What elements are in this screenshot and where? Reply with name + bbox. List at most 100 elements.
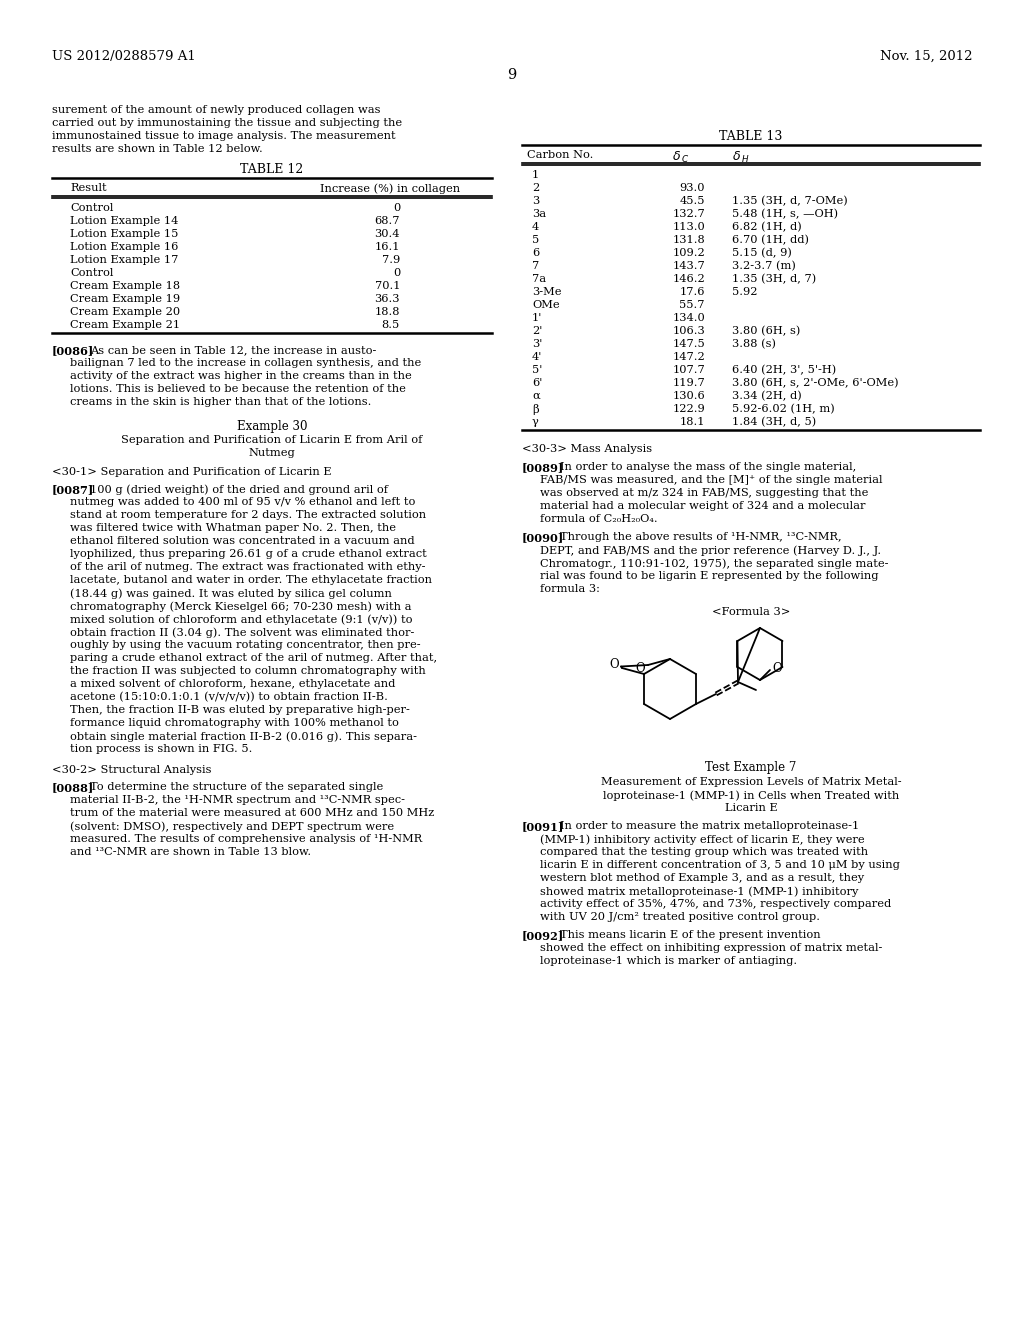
Text: 134.0: 134.0 [672,313,705,323]
Text: 18.1: 18.1 [680,417,705,426]
Text: Example 30: Example 30 [237,420,307,433]
Text: US 2012/0288579 A1: US 2012/0288579 A1 [52,50,196,63]
Text: As can be seen in Table 12, the increase in austo-: As can be seen in Table 12, the increase… [90,345,377,355]
Text: 6': 6' [532,378,543,388]
Text: measured. The results of comprehensive analysis of ¹H-NMR: measured. The results of comprehensive a… [70,834,422,843]
Text: 1': 1' [532,313,543,323]
Text: <30-1> Separation and Purification of Licarin E: <30-1> Separation and Purification of Li… [52,467,332,477]
Text: material II-B-2, the ¹H-NMR spectrum and ¹³C-NMR spec-: material II-B-2, the ¹H-NMR spectrum and… [70,795,406,805]
Text: β: β [532,404,539,414]
Text: obtain fraction II (3.04 g). The solvent was eliminated thor-: obtain fraction II (3.04 g). The solvent… [70,627,415,638]
Text: formance liquid chromatography with 100% methanol to: formance liquid chromatography with 100%… [70,718,399,729]
Text: 5.92: 5.92 [732,286,758,297]
Text: 147.5: 147.5 [672,339,705,348]
Text: (solvent: DMSO), respectively and DEPT spectrum were: (solvent: DMSO), respectively and DEPT s… [70,821,394,832]
Text: bailignan 7 led to the increase in collagen synthesis, and the: bailignan 7 led to the increase in colla… [70,358,421,368]
Text: 3.80 (6H, s): 3.80 (6H, s) [732,326,801,337]
Text: Licarin E: Licarin E [725,803,777,813]
Text: γ: γ [532,417,539,426]
Text: activity effect of 35%, 47%, and 73%, respectively compared: activity effect of 35%, 47%, and 73%, re… [540,899,891,909]
Text: 143.7: 143.7 [672,261,705,271]
Text: 3.88 (s): 3.88 (s) [732,339,776,350]
Text: 146.2: 146.2 [672,275,705,284]
Text: 5.48 (1H, s, —OH): 5.48 (1H, s, —OH) [732,209,838,219]
Text: 109.2: 109.2 [672,248,705,257]
Text: Then, the fraction II-B was eluted by preparative high-per-: Then, the fraction II-B was eluted by pr… [70,705,410,715]
Text: Cream Example 20: Cream Example 20 [70,308,180,317]
Text: rial was found to be ligarin E represented by the following: rial was found to be ligarin E represent… [540,572,879,581]
Text: stand at room temperature for 2 days. The extracted solution: stand at room temperature for 2 days. Th… [70,510,426,520]
Text: surement of the amount of newly produced collagen was: surement of the amount of newly produced… [52,106,381,115]
Text: 1.35 (3H, d, 7): 1.35 (3H, d, 7) [732,275,816,284]
Text: In order to analyse the mass of the single material,: In order to analyse the mass of the sing… [560,462,856,473]
Text: (18.44 g) was gained. It was eluted by silica gel column: (18.44 g) was gained. It was eluted by s… [70,587,392,598]
Text: results are shown in Table 12 below.: results are shown in Table 12 below. [52,144,263,154]
Text: 0: 0 [393,268,400,279]
Text: formula of C₂₀H₂₀O₄.: formula of C₂₀H₂₀O₄. [540,513,657,524]
Text: This means licarin E of the present invention: This means licarin E of the present inve… [560,931,820,940]
Text: loproteinase-1 (MMP-1) in Cells when Treated with: loproteinase-1 (MMP-1) in Cells when Tre… [603,789,899,800]
Text: [0087]: [0087] [52,484,94,495]
Text: with UV 20 J/cm² treated positive control group.: with UV 20 J/cm² treated positive contro… [540,912,820,921]
Text: compared that the testing group which was treated with: compared that the testing group which wa… [540,847,868,857]
Text: 107.7: 107.7 [672,366,705,375]
Text: 3.80 (6H, s, 2'-OMe, 6'-OMe): 3.80 (6H, s, 2'-OMe, 6'-OMe) [732,378,899,388]
Text: activity of the extract was higher in the creams than in the: activity of the extract was higher in th… [70,371,412,381]
Text: 0: 0 [393,203,400,213]
Text: 5.15 (d, 9): 5.15 (d, 9) [732,248,792,259]
Text: Cream Example 19: Cream Example 19 [70,294,180,304]
Text: 1: 1 [532,170,540,180]
Text: 55.7: 55.7 [680,300,705,310]
Text: 45.5: 45.5 [680,195,705,206]
Text: 68.7: 68.7 [375,216,400,226]
Text: [0090]: [0090] [522,532,564,543]
Text: Cream Example 18: Cream Example 18 [70,281,180,290]
Text: TABLE 12: TABLE 12 [241,162,304,176]
Text: Separation and Purification of Licarin E from Aril of: Separation and Purification of Licarin E… [121,436,423,445]
Text: 132.7: 132.7 [672,209,705,219]
Text: Nov. 15, 2012: Nov. 15, 2012 [880,50,972,63]
Text: 8.5: 8.5 [382,319,400,330]
Text: <Formula 3>: <Formula 3> [712,607,791,616]
Text: obtain single material fraction II-B-2 (0.016 g). This separa-: obtain single material fraction II-B-2 (… [70,731,417,742]
Text: a mixed solvent of chloroform, hexane, ethylacetate and: a mixed solvent of chloroform, hexane, e… [70,678,395,689]
Text: 3': 3' [532,339,543,348]
Text: Nutmeg: Nutmeg [249,447,295,458]
Text: Carbon No.: Carbon No. [527,150,593,160]
Text: 4': 4' [532,352,543,362]
Text: material had a molecular weight of 324 and a molecular: material had a molecular weight of 324 a… [540,502,865,511]
Text: lacetate, butanol and water in order. The ethylacetate fraction: lacetate, butanol and water in order. Th… [70,576,432,585]
Text: OMe: OMe [532,300,560,310]
Text: 9: 9 [507,69,517,82]
Text: 17.6: 17.6 [680,286,705,297]
Text: 70.1: 70.1 [375,281,400,290]
Text: immunostained tissue to image analysis. The measurement: immunostained tissue to image analysis. … [52,131,395,141]
Text: was filtered twice with Whatman paper No. 2. Then, the: was filtered twice with Whatman paper No… [70,523,396,533]
Text: Lotion Example 16: Lotion Example 16 [70,242,178,252]
Text: 36.3: 36.3 [375,294,400,304]
Text: In order to measure the matrix metalloproteinase-1: In order to measure the matrix metallopr… [560,821,859,832]
Text: 30.4: 30.4 [375,228,400,239]
Text: lotions. This is believed to be because the retention of the: lotions. This is believed to be because … [70,384,406,393]
Text: creams in the skin is higher than that of the lotions.: creams in the skin is higher than that o… [70,397,372,407]
Text: lyophilized, thus preparing 26.61 g of a crude ethanol extract: lyophilized, thus preparing 26.61 g of a… [70,549,427,558]
Text: 6.40 (2H, 3', 5'-H): 6.40 (2H, 3', 5'-H) [732,366,837,375]
Text: Control: Control [70,268,114,279]
Text: 16.1: 16.1 [375,242,400,252]
Text: 6.70 (1H, dd): 6.70 (1H, dd) [732,235,809,246]
Text: TABLE 13: TABLE 13 [719,129,782,143]
Text: Result: Result [70,183,106,193]
Text: [0086]: [0086] [52,345,94,356]
Text: 122.9: 122.9 [672,404,705,414]
Text: To determine the structure of the separated single: To determine the structure of the separa… [90,781,383,792]
Text: mixed solution of chloroform and ethylacetate (9:1 (v/v)) to: mixed solution of chloroform and ethylac… [70,614,413,624]
Text: paring a crude ethanol extract of the aril of nutmeg. After that,: paring a crude ethanol extract of the ar… [70,653,437,663]
Text: licarin E in different concentration of 3, 5 and 10 μM by using: licarin E in different concentration of … [540,861,900,870]
Text: and ¹³C-NMR are shown in Table 13 blow.: and ¹³C-NMR are shown in Table 13 blow. [70,847,311,857]
Text: 18.8: 18.8 [375,308,400,317]
Text: ethanol filtered solution was concentrated in a vacuum and: ethanol filtered solution was concentrat… [70,536,415,546]
Text: 130.6: 130.6 [672,391,705,401]
Text: DEPT, and FAB/MS and the prior reference (Harvey D. J., J.: DEPT, and FAB/MS and the prior reference… [540,545,881,556]
Text: 2: 2 [532,183,540,193]
Text: Lotion Example 14: Lotion Example 14 [70,216,178,226]
